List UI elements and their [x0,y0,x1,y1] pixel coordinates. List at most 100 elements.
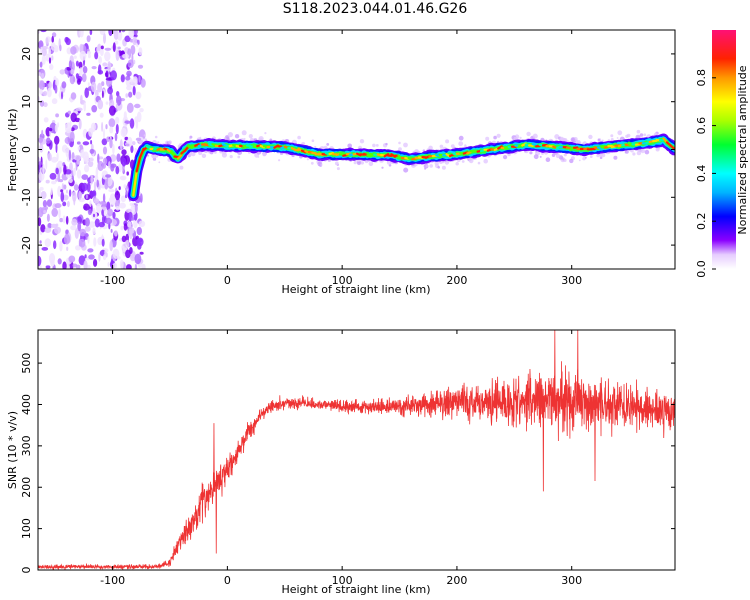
noise-blob [103,157,108,165]
y-tick-label: 0 [20,567,33,574]
colorbar-tick-label: 0.6 [695,117,708,135]
noise-blob [48,128,53,132]
ridge-halo-dot [529,151,533,155]
noise-blob [108,30,113,37]
ridge-halo-dot [143,134,146,137]
noise-blob [115,166,120,175]
ridge-segment [328,152,335,156]
ridge-halo-dot [588,134,593,140]
x-tick-label: 200 [446,574,467,587]
x-tick-label: 200 [446,274,467,287]
x-tick-label: 300 [561,574,582,587]
noise-blob [59,69,66,75]
ridge-segment [135,156,142,173]
ridge-segment [142,146,149,152]
noise-blob [110,70,117,81]
ridge-halo-dot [493,135,497,140]
ridge-halo-dot [445,139,450,144]
noise-blob [101,163,106,169]
noise-blob [91,105,98,113]
noise-blob [66,37,69,42]
noise-blob [57,122,60,128]
noise-blob [139,251,144,255]
noise-blob [90,122,96,132]
ridge-segment [194,143,200,147]
noise-blob [89,148,95,154]
noise-blob [51,36,54,43]
ridge-halo-dot [610,137,614,141]
x-tick-label: 100 [332,574,353,587]
x-tick-label: -100 [100,574,125,587]
y-tick-label: 500 [20,353,33,374]
noise-blob [93,237,97,247]
noise-blob [38,161,42,166]
ridge-halo-dot [237,155,241,159]
noise-blob [101,121,104,132]
ridge-halo-dot [617,130,623,136]
noise-blob [96,203,102,214]
noise-blob [101,90,104,99]
noise-blob [120,74,125,83]
spectrogram-y-ticks: -20 -10 0 10 20 [20,47,675,254]
ridge-halo-dot [461,160,465,163]
noise-blob [46,199,53,207]
ridge-halo-dot [519,136,522,139]
noise-blob [125,76,131,81]
noise-blob [134,263,137,269]
noise-blob [98,64,102,75]
ridge-segment [218,144,224,148]
noise-blob [94,198,100,204]
ridge-halo-dot [563,138,568,142]
noise-blob [114,40,119,45]
noise-blob [39,80,45,91]
noise-blob [123,184,127,189]
ridge-halo-dot [297,135,301,140]
noise-blob [68,60,72,69]
noise-blob [43,90,48,97]
ridge-halo-dot [624,149,629,154]
noise-blob [115,206,120,211]
ridge-halo-dot [381,166,384,169]
noise-blob [126,70,132,77]
noise-blob [45,37,49,45]
ridge-halo-dot [545,139,548,141]
noise-blob [134,103,141,109]
noise-blob [51,55,54,61]
noise-blob [81,73,87,83]
noise-blob [94,51,99,60]
y-tick-label: 20 [20,47,33,61]
noise-blob [41,48,47,57]
noise-blob [110,163,115,172]
noise-blob [77,78,81,85]
ridge-halo-dot [468,158,474,164]
noise-blob [68,178,73,183]
spectrogram-x-ticks: -100 0 100 200 300 [100,30,582,287]
noise-blob [59,217,64,223]
noise-blob [138,220,146,228]
ridge-segment [497,145,503,150]
noise-blob [86,51,92,55]
noise-blob [68,255,76,263]
noise-blob [72,263,78,268]
noise-blob [57,172,61,183]
noise-blob [46,137,51,144]
noise-blob [45,265,51,269]
ridge-halo-dot [584,156,587,159]
noise-blob [108,105,116,116]
noise-blob [38,217,42,227]
noise-blob [88,53,91,59]
noise-blob [97,82,103,93]
noise-blob [116,153,121,162]
noise-blob [119,139,123,151]
ridge-halo-dot [229,155,233,159]
noise-blob [54,124,58,133]
ridge-halo-dot [569,158,574,164]
ridge-halo-dot [526,131,531,137]
ridge-halo-dot [535,150,538,153]
noise-blob [128,225,133,236]
noise-blob [73,184,79,191]
noise-blob [83,102,86,112]
ridge-segment [145,145,152,149]
noise-blob [51,156,58,163]
